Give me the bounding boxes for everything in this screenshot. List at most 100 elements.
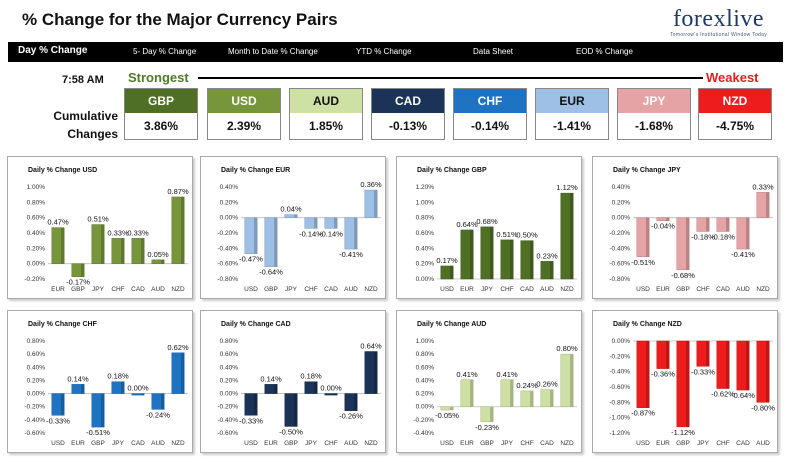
data-label: -0.04% — [651, 222, 675, 231]
bar-shade-gbp — [294, 393, 298, 427]
data-label: -0.41% — [339, 250, 363, 259]
category-label: CHF — [520, 440, 533, 447]
cumulative-label-line2: Changes — [67, 127, 118, 141]
y-tick-label: 0.00% — [416, 404, 435, 411]
category-label: AUD — [151, 440, 165, 447]
nav-ytd-change[interactable]: YTD % Change — [356, 47, 412, 56]
bar-shade-aud — [746, 217, 750, 250]
bar-usd — [636, 340, 650, 408]
data-label: 0.17% — [436, 256, 458, 265]
bar-shade-chf — [530, 390, 534, 407]
y-tick-label: 0.00% — [612, 215, 631, 222]
y-tick-label: 0.80% — [416, 351, 435, 358]
category-label: CHF — [696, 286, 709, 293]
y-tick-label: 0.60% — [416, 230, 435, 237]
bar-jpy — [696, 340, 710, 367]
bar-chart: 0.40% 0.20% 0.00% -0.20% -0.40% -0.60% -0.80% -… — [609, 182, 774, 293]
data-label: 0.26% — [536, 380, 558, 389]
data-label: 0.14% — [67, 374, 89, 383]
nav-month-to-date-change[interactable]: Month to Date % Change — [228, 47, 318, 56]
y-tick-label: 1.20% — [416, 184, 435, 191]
y-tick-label: 0.00% — [220, 215, 239, 222]
bar-shade-chf — [314, 217, 318, 229]
currency-code: GBP — [125, 89, 197, 113]
category-label: AUD — [736, 286, 750, 293]
y-tick-label: 0.40% — [416, 245, 435, 252]
bar-shade-nzd — [181, 352, 185, 394]
bar-shade-usd — [646, 217, 650, 257]
data-label: 0.62% — [167, 343, 189, 352]
currency-box-gbp: GBP 3.86% — [124, 88, 198, 140]
currency-code: NZD — [699, 89, 771, 113]
y-tick-label: 0.40% — [27, 230, 46, 237]
cumulative-label-line1: Cumulative — [53, 109, 118, 123]
data-label: -0.33% — [691, 367, 715, 376]
currency-code: AUD — [290, 89, 362, 113]
data-label: -0.80% — [751, 403, 775, 412]
nav-data-sheet[interactable]: Data Sheet — [473, 47, 514, 56]
data-label: 0.50% — [516, 231, 538, 240]
currency-code: EUR — [536, 89, 608, 113]
chart-panel-eur: Daily % Change EUR 0.40% 0.20% 0.00% -0.20% -… — [200, 156, 386, 299]
bar-shade-gbp — [101, 393, 105, 428]
currency-code: JPY — [618, 89, 690, 113]
currency-code: CAD — [372, 89, 444, 113]
bar-shade-gbp — [686, 217, 690, 270]
nav-eod-change[interactable]: EOD % Change — [576, 47, 633, 56]
chart-title: Daily % Change NZD — [613, 321, 682, 328]
y-tick-label: 0.00% — [27, 261, 46, 268]
y-tick-label: 0.00% — [220, 391, 239, 398]
y-tick-label: -0.60% — [24, 430, 45, 437]
nav-bar: Day % Change 5- Day % Change Month to Da… — [8, 42, 783, 62]
category-label: AUD — [756, 440, 770, 447]
chart-panel-usd: Daily % Change USD 1.00% 0.80% 0.60% 0.40% 0.… — [7, 156, 193, 299]
y-tick-label: -0.20% — [24, 276, 45, 283]
y-tick-label: 0.20% — [416, 391, 435, 398]
forexlive-logo[interactable]: forexlive Tomorrow's Institutional Windo… — [670, 6, 767, 38]
currency-cumulative-value: 3.86% — [125, 113, 197, 139]
y-tick-label: -1.20% — [609, 430, 630, 437]
category-label: EUR — [460, 440, 474, 447]
nav-5day-change[interactable]: 5- Day % Change — [133, 47, 197, 56]
chart-title: Daily % Change USD — [28, 167, 98, 174]
category-label: JPY — [481, 286, 494, 293]
bar-shade-nzd — [570, 354, 574, 407]
category-label: CHF — [324, 440, 337, 447]
bar-shade-jpy — [706, 341, 710, 367]
data-label: 0.24% — [516, 381, 538, 390]
category-label: AUD — [151, 286, 165, 293]
bar-shade-nzd — [181, 196, 185, 264]
y-tick-label: 1.00% — [27, 184, 46, 191]
y-tick-label: 0.20% — [220, 199, 239, 206]
bar-shade-eur — [274, 384, 278, 394]
data-label: 0.18% — [107, 372, 129, 381]
weakest-label: Weakest — [706, 70, 759, 85]
data-label: 0.68% — [476, 217, 498, 226]
data-label: -0.51% — [631, 258, 655, 267]
y-tick-label: 0.40% — [220, 364, 239, 371]
chart-panel-chf: Daily % Change CHF 0.80% 0.60% 0.40% 0.20% 0.… — [7, 310, 193, 453]
page-title: % Change for the Major Currency Pairs — [22, 10, 338, 29]
bar-shade-usd — [61, 393, 65, 416]
data-label: -0.50% — [279, 427, 303, 436]
y-tick-label: 0.20% — [612, 199, 631, 206]
bar-chf — [304, 217, 318, 229]
chart-panel-nzd: Daily % Change NZD 0.00% -0.20% -0.40% -0.60… — [592, 310, 778, 453]
currency-box-usd: USD 2.39% — [207, 88, 281, 140]
data-label: 0.23% — [536, 251, 558, 260]
y-tick-label: -0.60% — [609, 384, 630, 391]
chart-title: Daily % Change CHF — [28, 321, 97, 328]
data-label: -0.18% — [691, 232, 715, 241]
data-label: -0.51% — [86, 428, 110, 437]
category-label: JPY — [285, 286, 298, 293]
chart-title: Daily % Change AUD — [417, 321, 487, 328]
data-label: 0.33% — [107, 228, 129, 237]
bar-eur — [656, 340, 670, 369]
nav-day-change[interactable]: Day % Change — [18, 45, 88, 56]
data-label: -1.12% — [671, 428, 695, 437]
category-label: JPY — [112, 440, 125, 447]
bar-shade-cad — [726, 217, 730, 232]
bar-shade-cad — [530, 240, 534, 279]
timestamp: 7:58 AM — [62, 74, 104, 86]
currency-box-chf: CHF -0.14% — [453, 88, 527, 140]
